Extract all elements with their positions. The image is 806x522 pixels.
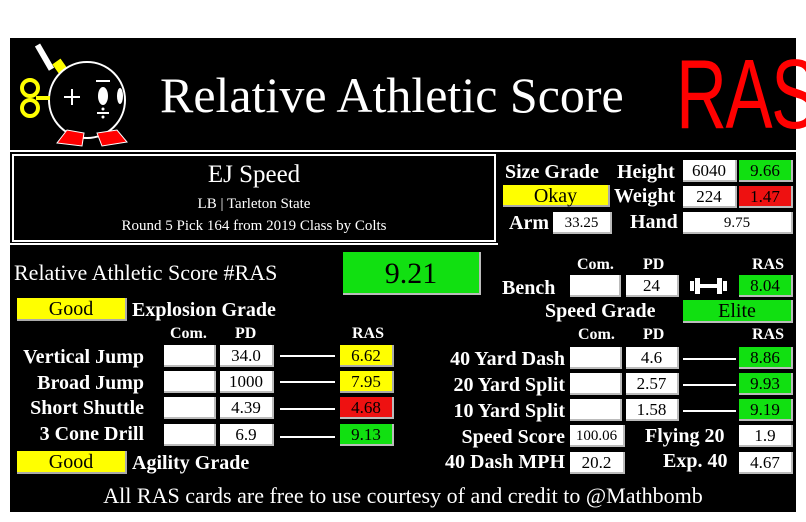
bench-pd: 24 (626, 275, 679, 297)
arm-label: Arm (509, 212, 549, 234)
card-title: Relative Athletic Score (160, 67, 624, 123)
right-ras-header: RAS (752, 326, 785, 343)
height-label: Height (617, 161, 675, 183)
drill-com (164, 345, 216, 367)
dumbbell-icon (690, 278, 727, 294)
drill-pd: 2.57 (626, 373, 679, 395)
header-divider (10, 150, 796, 152)
player-name: EJ Speed (207, 161, 301, 188)
drill-com (164, 397, 216, 419)
drill-com (164, 371, 216, 393)
speed-score-value: 100.06 (570, 425, 625, 447)
drill-pd: 4.39 (220, 397, 274, 419)
bench-com-header: Com. (577, 256, 614, 273)
weight-label: Weight (614, 185, 676, 207)
hand-value: 9.75 (683, 212, 793, 234)
drill-label: 10 Yard Split (453, 400, 565, 422)
height-ras: 9.66 (739, 160, 793, 182)
drill-connector (683, 358, 736, 360)
bench-ras: 8.04 (739, 275, 793, 297)
drill-com (164, 424, 216, 446)
drill-label: Short Shuttle (30, 397, 144, 419)
drill-ras: 6.62 (340, 345, 394, 367)
speed-score-label: Speed Score (461, 426, 565, 448)
bench-ras-header: RAS (752, 256, 785, 273)
ras-score-value: 9.21 (343, 252, 481, 295)
drill-pd: 34.0 (220, 345, 274, 367)
player-info-box (12, 154, 496, 242)
speed-grade-badge: Elite (683, 300, 793, 323)
left-pd-header: PD (235, 325, 257, 342)
flying-20-label: Flying 20 (645, 425, 725, 447)
ras-score-label: Relative Athletic Score #RAS (14, 260, 278, 285)
bench-com (570, 275, 621, 297)
ras-logo: RAS (676, 39, 806, 149)
right-com-header: Com. (578, 326, 615, 343)
size-grade-label: Size Grade (505, 161, 599, 183)
height-value: 6040 (683, 160, 737, 182)
drill-com (570, 347, 622, 369)
hand-label: Hand (630, 211, 678, 233)
player-draft-info: Round 5 Pick 164 from 2019 Class by Colt… (121, 218, 387, 234)
arm-value: 33.25 (553, 212, 612, 234)
weight-ras: 1.47 (739, 186, 793, 208)
drill-label: 3 Cone Drill (39, 423, 144, 445)
bench-label: Bench (502, 277, 556, 299)
right-pd-header: PD (643, 326, 665, 343)
size-grade-badge: Okay (503, 185, 610, 207)
bench-pd-header: PD (643, 256, 665, 273)
drill-ras: 4.68 (340, 397, 394, 419)
drill-label: 40 Yard Dash (450, 348, 565, 370)
drill-com (570, 399, 622, 421)
exp-40-value: 4.67 (739, 452, 793, 474)
drill-ras: 7.95 (340, 371, 394, 393)
drill-connector (683, 384, 736, 386)
bomb-mascot-logo (20, 43, 128, 147)
drill-ras: 9.13 (340, 424, 394, 446)
left-ras-header: RAS (352, 325, 385, 342)
drill-pd: 6.9 (220, 424, 274, 446)
left-section-divider (10, 243, 498, 245)
speed-grade-label: Speed Grade (545, 300, 656, 322)
drill-ras: 9.19 (739, 399, 793, 421)
flying-20-value: 1.9 (739, 425, 793, 447)
dash-mph-label: 40 Dash MPH (445, 451, 565, 473)
footer-credit: All RAS cards are free to use courtesy o… (103, 483, 703, 508)
agility-grade-badge: Good (17, 451, 127, 474)
weight-value: 224 (683, 186, 737, 208)
player-position-school: LB | Tarleton State (197, 196, 311, 212)
drill-com (570, 373, 622, 395)
drill-pd: 4.6 (626, 347, 679, 369)
drill-label: Vertical Jump (23, 346, 144, 368)
drill-label: Broad Jump (37, 372, 144, 394)
drill-pd: 1000 (220, 371, 274, 393)
drill-label: 20 Yard Split (453, 374, 565, 396)
left-com-header: Com. (170, 325, 207, 342)
drill-ras: 8.86 (739, 347, 793, 369)
exp-40-label: Exp. 40 (663, 450, 728, 472)
drill-connector (280, 408, 335, 410)
explosion-grade-label: Explosion Grade (132, 299, 276, 321)
drill-ras: 9.93 (739, 373, 793, 395)
drill-pd: 1.58 (626, 399, 679, 421)
drill-connector (683, 410, 736, 412)
drill-connector (280, 381, 335, 383)
dash-mph-value: 20.2 (570, 452, 625, 474)
agility-grade-label: Agility Grade (132, 452, 250, 474)
explosion-grade-badge: Good (17, 298, 127, 321)
drill-connector (280, 436, 335, 438)
drill-connector (280, 355, 335, 357)
